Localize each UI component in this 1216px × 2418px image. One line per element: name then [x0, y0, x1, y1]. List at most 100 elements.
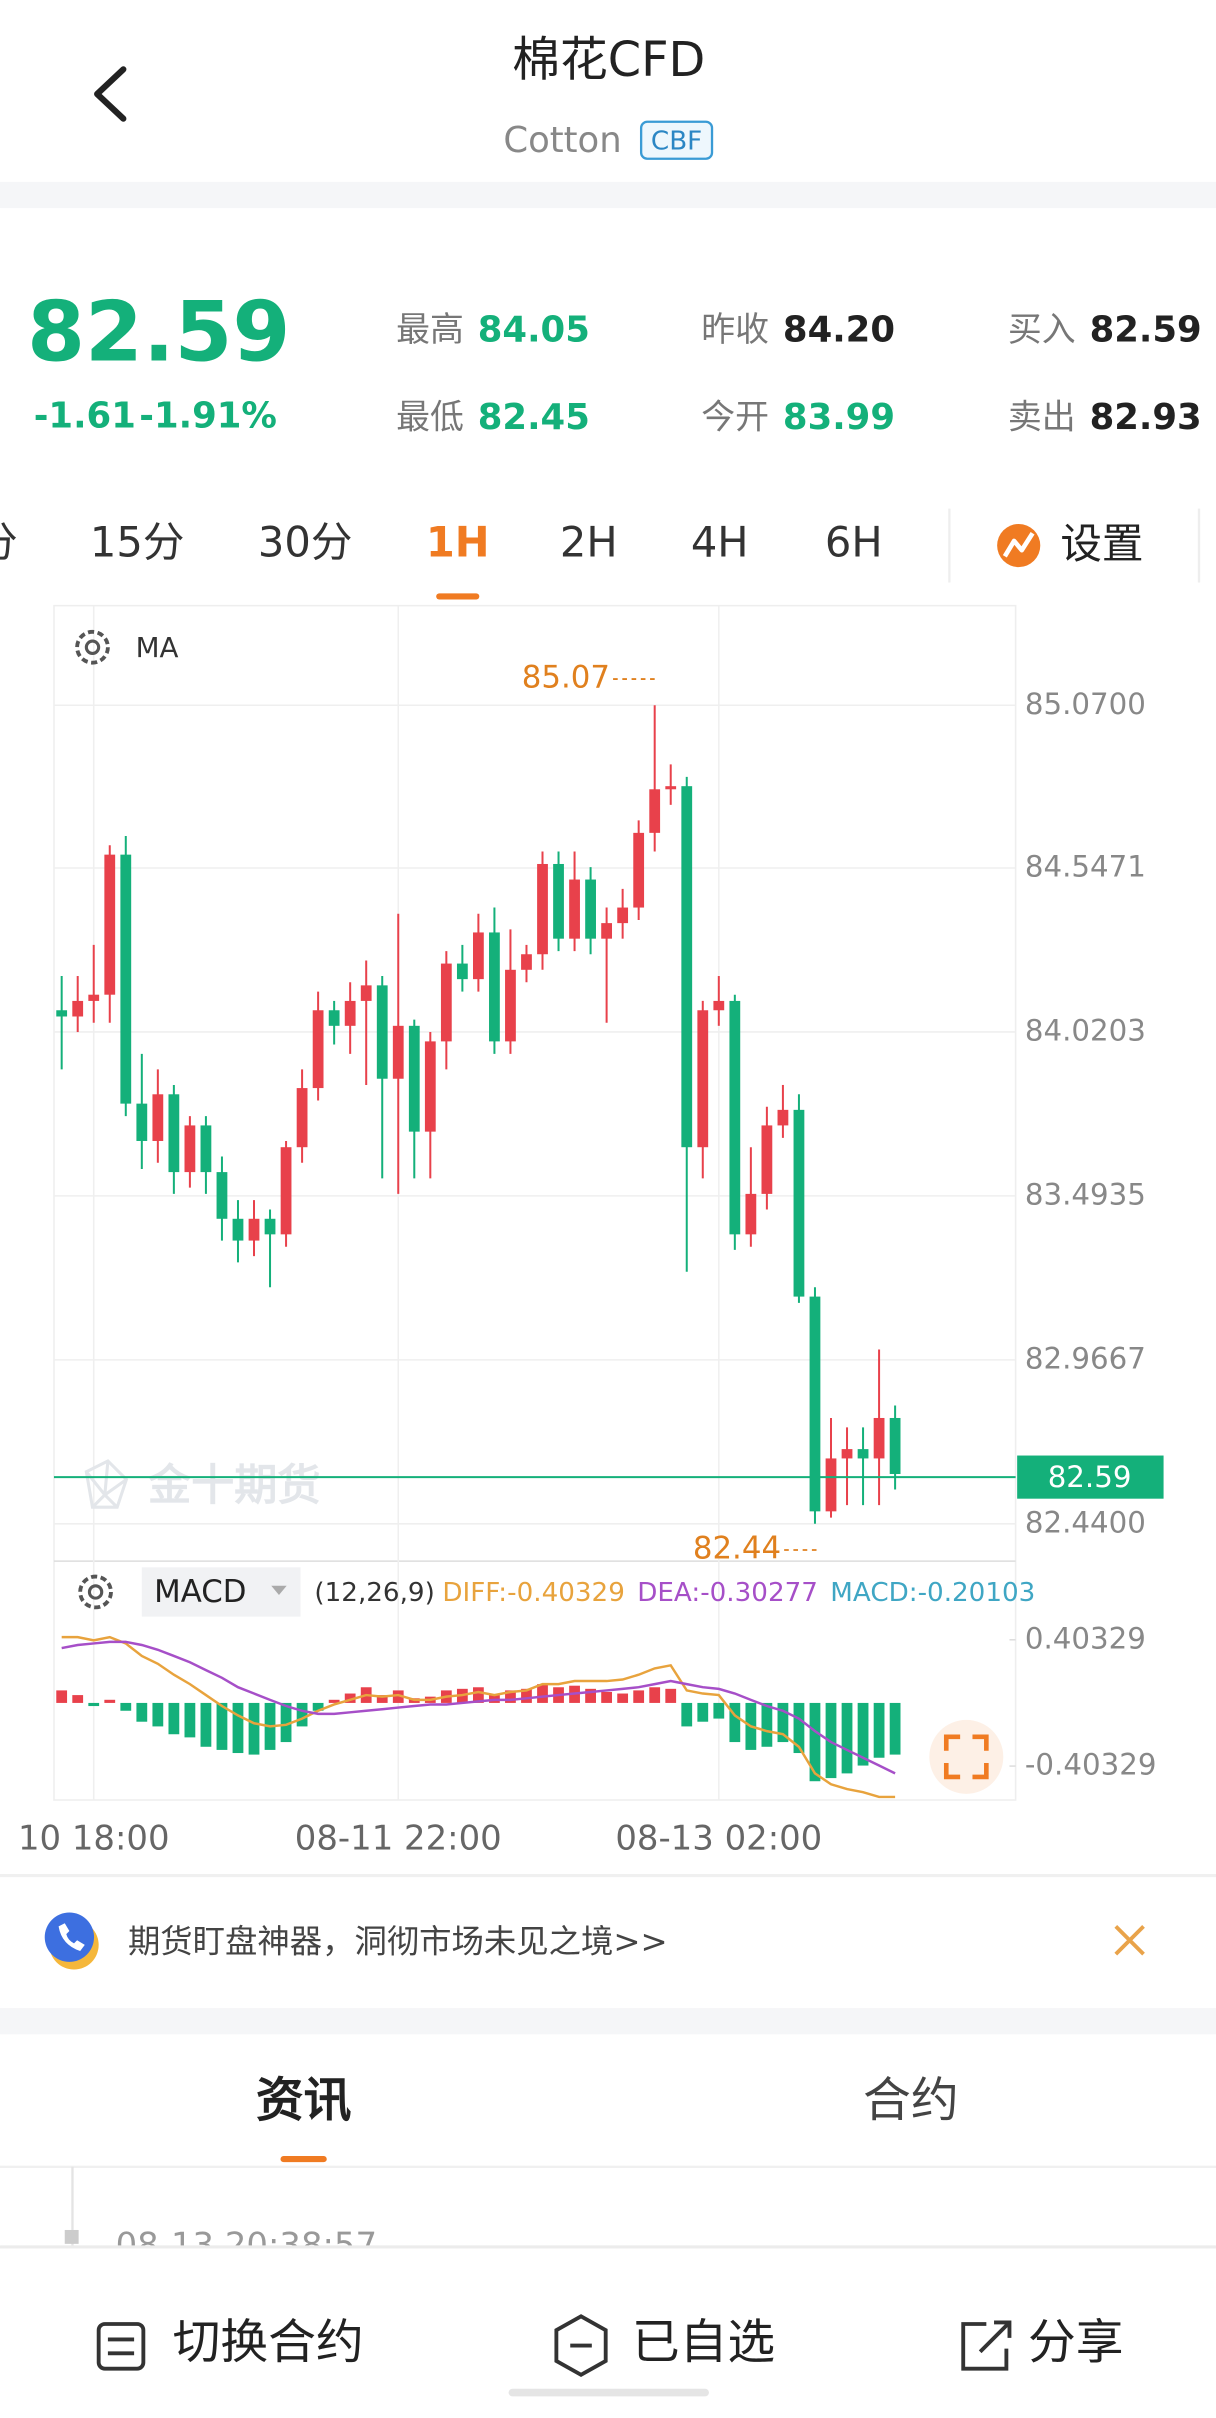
macd-y-tick-label: -0.40329: [1025, 1748, 1157, 1782]
macd-bar: [809, 1702, 821, 1782]
period-tab[interactable]: 15分: [90, 518, 185, 567]
y-tick-label: 83.4935: [1025, 1177, 1146, 1211]
candle-body: [585, 879, 596, 939]
chart-frame: [53, 604, 1017, 1801]
y-tick-label: 84.0203: [1025, 1013, 1146, 1047]
stat-label: 买入: [1008, 310, 1076, 349]
candle-body: [296, 1088, 308, 1148]
settings-label[interactable]: 设置: [1060, 519, 1143, 568]
tab-indicator: [436, 593, 480, 600]
macd-line: [61, 1635, 896, 1799]
macd-bar: [344, 1693, 356, 1703]
candles: 85.07 82.44 82.59: [53, 660, 1164, 1566]
candle-body: [216, 1172, 228, 1219]
high-label: 85.07: [522, 660, 610, 696]
change-pct: -1.91%: [139, 396, 277, 437]
macd-bar: [825, 1702, 837, 1779]
candle-body: [200, 1125, 212, 1173]
fullscreen-button[interactable]: [929, 1719, 1004, 1794]
candle-body: [264, 1218, 276, 1235]
title: 棉花CFD: [512, 33, 705, 88]
candle-body: [376, 985, 388, 1079]
candle-body: [328, 1010, 340, 1026]
switch-icon: [96, 2322, 146, 2371]
macd-params: (12,26,9): [314, 1578, 434, 1608]
period-tab[interactable]: 2H: [560, 518, 618, 567]
macd-bar: [521, 1688, 532, 1703]
candle-body: [120, 854, 132, 1104]
candle-body: [104, 854, 116, 995]
macd-bar: [697, 1702, 709, 1722]
candle-body: [617, 907, 629, 924]
candle-body: [569, 879, 580, 939]
candle-body: [489, 932, 500, 1042]
news-tab[interactable]: 合约: [863, 2074, 959, 2129]
back-button[interactable]: [94, 66, 127, 122]
gear-icon[interactable]: [78, 1574, 113, 1610]
watchlist-toggle[interactable]: 已自选: [632, 2316, 775, 2371]
macd-bar: [184, 1702, 196, 1738]
macd-legend: DEA:-0.30277: [637, 1578, 818, 1608]
news-tab[interactable]: 资讯: [256, 2074, 352, 2129]
grid: 85.0700 84.5471 84.0203 83.4935 82.9667 82.44…: [18, 605, 1146, 1858]
macd-bar: [601, 1691, 613, 1703]
candle-body: [505, 969, 516, 1042]
macd-bar: [104, 1699, 116, 1703]
home-indicator: [508, 2388, 709, 2397]
gear-icon-center: [87, 1584, 104, 1600]
close-banner[interactable]: [1114, 1925, 1145, 1956]
stat-value: 82.93: [1090, 397, 1202, 438]
macd-bar: [296, 1702, 308, 1727]
divider: [0, 2008, 1216, 2035]
candle-body: [873, 1417, 885, 1459]
x-tick-label: 08-13 02:00: [615, 1819, 822, 1858]
macd-legend: DIFF:-0.40329: [442, 1578, 625, 1608]
macd-panel: DIFF:-0.40329 DEA:-0.30277 MACD:-0.20103 0.…: [56, 1578, 1157, 1799]
candle-body: [152, 1094, 164, 1141]
watermark: 金十期货: [148, 1461, 321, 1511]
macd-bar: [88, 1702, 100, 1707]
candle-body: [681, 786, 693, 1148]
tab-indicator: [280, 2156, 327, 2163]
subtitle: Cotton: [503, 120, 621, 161]
candle-body: [713, 1000, 725, 1011]
period-tab[interactable]: 30分: [258, 518, 353, 567]
macd-bar: [152, 1702, 164, 1727]
share[interactable]: 分享: [1028, 2316, 1124, 2371]
period-tab[interactable]: 6H: [825, 518, 883, 567]
candle-body: [424, 1041, 436, 1132]
price: 82.59: [27, 283, 290, 380]
macd-bar: [392, 1690, 404, 1703]
indicator-label: MA: [136, 631, 179, 664]
switch-contract[interactable]: 切换合约: [173, 2316, 364, 2371]
stat-value: 83.99: [783, 397, 895, 438]
watermark-logo: [84, 1459, 129, 1509]
candle-body: [889, 1417, 901, 1474]
share-icon: [961, 2320, 1012, 2371]
candle-body: [408, 1025, 420, 1132]
change: -1.61: [34, 396, 136, 437]
macd-bar: [280, 1702, 292, 1743]
candle-body: [745, 1193, 757, 1235]
macd-bar: [120, 1702, 132, 1711]
candle-body: [825, 1458, 837, 1512]
candle-body: [729, 1000, 741, 1235]
y-tick-label: 85.0700: [1025, 687, 1146, 721]
candle-body: [857, 1449, 869, 1459]
candle-body: [633, 832, 645, 908]
period-tab[interactable]: 4H: [691, 518, 749, 567]
y-tick-label: 84.5471: [1025, 849, 1146, 883]
dropdown-arrow: [271, 1585, 287, 1596]
macd-bar: [232, 1702, 244, 1754]
period-tab[interactable]: 1H: [426, 518, 490, 567]
badge-box: [639, 120, 714, 160]
settings-icon-glyph: [1002, 531, 1035, 558]
macd-bar: [200, 1702, 212, 1747]
banner-text[interactable]: 期货盯盘神器，洞彻市场未见之境>>: [128, 1922, 668, 1960]
macd-selector[interactable]: [141, 1567, 301, 1617]
candle-body: [761, 1125, 773, 1194]
period-tab[interactable]: 分: [0, 518, 18, 567]
macd-bar: [857, 1702, 869, 1766]
stat-label: 昨收: [701, 310, 769, 349]
